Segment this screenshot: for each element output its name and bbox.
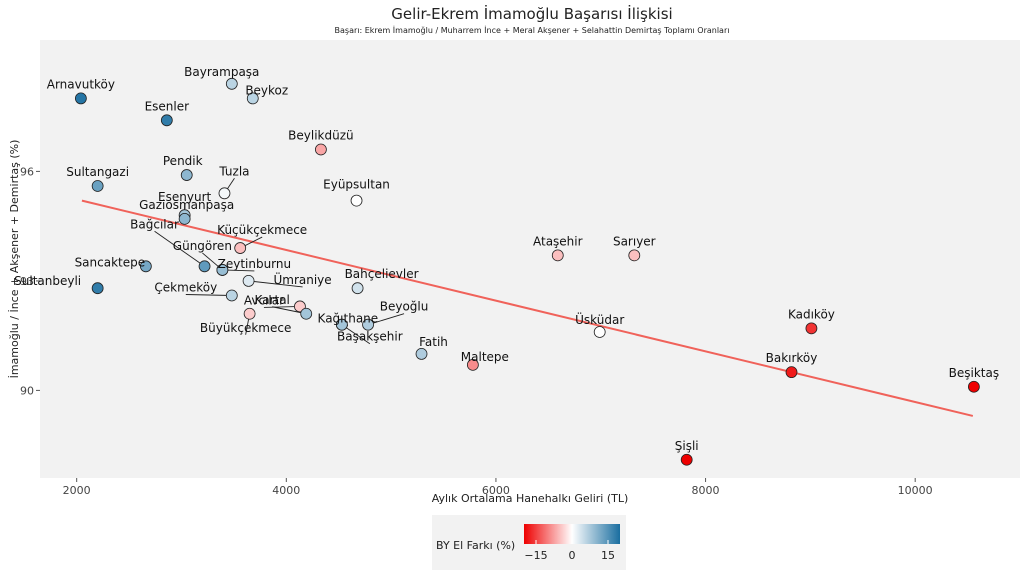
y-tick-label: 90 bbox=[20, 384, 34, 397]
x-tick-label: 6000 bbox=[482, 484, 510, 497]
leader-line bbox=[248, 280, 303, 288]
x-tick-label: 2000 bbox=[63, 484, 91, 497]
data-point bbox=[139, 260, 152, 273]
point-label: Bayrampaşa bbox=[184, 65, 259, 79]
point-labels: Arnavutköy Bayrampaşa Beykoz Esenler Beylikd… bbox=[14, 65, 999, 453]
plot-panel bbox=[40, 40, 1020, 478]
leader-line bbox=[263, 306, 300, 308]
point-label: Pendik bbox=[163, 154, 203, 168]
point-label: Bağcılar bbox=[130, 217, 179, 231]
data-point bbox=[91, 282, 104, 295]
data-point bbox=[967, 380, 980, 393]
data-point bbox=[314, 143, 327, 156]
leader-line bbox=[367, 313, 405, 326]
data-point bbox=[785, 366, 798, 379]
point-label: Maltepe bbox=[461, 350, 509, 364]
point-label: Beyoğlu bbox=[380, 300, 429, 314]
x-tick-label: 4000 bbox=[272, 484, 300, 497]
point-label: Beykoz bbox=[245, 83, 288, 97]
legend-colorbar bbox=[524, 524, 620, 544]
leader-line bbox=[154, 230, 205, 267]
data-point bbox=[680, 453, 693, 466]
point-label: Güngören bbox=[173, 239, 232, 253]
legend-tick-label: 15 bbox=[601, 549, 615, 562]
point-label: Beylikdüzü bbox=[288, 129, 353, 143]
point-label: Esenyurt bbox=[158, 190, 211, 204]
data-point bbox=[246, 92, 259, 105]
point-label: Fatih bbox=[419, 335, 448, 349]
data-point bbox=[198, 260, 211, 273]
chart-subtitle: Başarı: Ekrem İmamoğlu / Muharrem İnce +… bbox=[335, 25, 730, 35]
data-point bbox=[551, 249, 564, 262]
trend-line bbox=[81, 199, 974, 417]
point-label: Kağıthane bbox=[318, 312, 379, 326]
data-point bbox=[242, 274, 255, 287]
point-label: Şişli bbox=[675, 439, 699, 453]
data-point bbox=[362, 318, 374, 331]
point-label: Ümraniye bbox=[273, 271, 331, 287]
point-label: Eyüpsultan bbox=[323, 178, 390, 192]
point-label: Ataşehir bbox=[533, 234, 583, 248]
axis-ticks: 2000 4000 6000 8000 10000 90 93 96 bbox=[20, 165, 933, 497]
data-point bbox=[628, 249, 641, 262]
point-label: Arnavutköy bbox=[47, 77, 115, 91]
x-axis-title: Aylık Ortalama Hanehalkı Geliri (TL) bbox=[432, 492, 629, 505]
y-tick-label: 93 bbox=[20, 275, 34, 288]
point-label: Bahçelievler bbox=[345, 267, 419, 281]
data-point bbox=[225, 289, 238, 302]
data-point bbox=[74, 92, 87, 105]
data-point bbox=[300, 307, 313, 320]
point-label: Zeytinburnu bbox=[218, 257, 292, 271]
point-label: Çekmeköy bbox=[154, 281, 217, 295]
point-label: Sultanbeyli bbox=[14, 274, 81, 288]
point-label: Sarıyer bbox=[613, 234, 656, 248]
x-tick-label: 10000 bbox=[898, 484, 933, 497]
data-point bbox=[351, 282, 364, 295]
point-label: Beşiktaş bbox=[949, 366, 999, 380]
point-label: Bakırköy bbox=[766, 351, 818, 365]
point-label: Avcılar bbox=[244, 293, 284, 307]
data-point bbox=[218, 187, 231, 200]
point-label: Üsküdar bbox=[575, 311, 624, 327]
color-legend: BY El Farkı (%) −15 0 15 bbox=[432, 515, 626, 570]
point-label: Esenler bbox=[145, 99, 190, 113]
point-label: Tuzla bbox=[218, 164, 249, 178]
data-point bbox=[593, 326, 606, 338]
legend-tick-label: 0 bbox=[569, 549, 576, 562]
data-point bbox=[350, 194, 363, 207]
y-tick-label: 96 bbox=[20, 165, 34, 178]
data-point bbox=[243, 307, 256, 320]
data-point bbox=[180, 169, 193, 181]
data-point bbox=[91, 180, 104, 192]
y-axis-title: İmamoğlu / İnce + Akşener + Demirtaş (%) bbox=[8, 140, 21, 379]
data-point bbox=[216, 264, 229, 276]
point-label: Sancaktepe bbox=[75, 255, 146, 269]
legend-tick-label: −15 bbox=[524, 549, 547, 562]
data-point bbox=[234, 242, 247, 254]
point-label: Kadıköy bbox=[788, 307, 835, 321]
data-point bbox=[805, 322, 818, 335]
data-points bbox=[74, 77, 980, 466]
chart-title: Gelir-Ekrem İmamoğlu Başarısı İlişkisi bbox=[391, 4, 672, 23]
data-point bbox=[335, 318, 348, 331]
data-point bbox=[178, 212, 191, 225]
data-point bbox=[225, 77, 238, 90]
point-label: Başakşehir bbox=[337, 330, 403, 344]
point-label: Gaziosmanpaşa bbox=[139, 198, 234, 212]
leader-line bbox=[185, 294, 232, 296]
data-point bbox=[415, 347, 428, 360]
data-point bbox=[466, 358, 479, 371]
point-label: Büyükçekmece bbox=[200, 321, 291, 335]
data-point bbox=[160, 114, 173, 127]
point-label: Küçükçekmece bbox=[217, 223, 307, 237]
point-label: Kartal bbox=[255, 293, 290, 307]
x-tick-label: 8000 bbox=[692, 484, 720, 497]
point-label: Sultangazi bbox=[66, 165, 129, 179]
legend-title: BY El Farkı (%) bbox=[436, 539, 515, 552]
